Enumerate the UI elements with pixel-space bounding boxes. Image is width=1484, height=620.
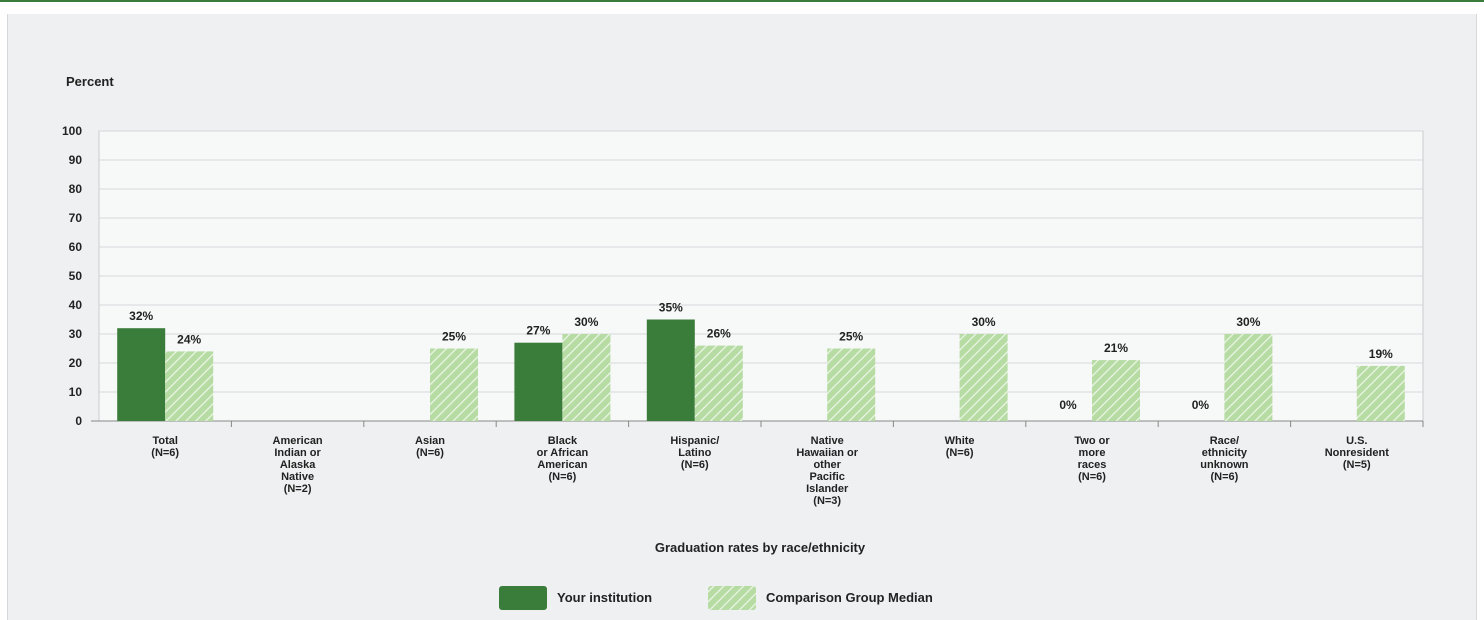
bar-chart: Percent 0 10 20 30 40 50 60 70 80 90 100 32% 24% 25%… [62, 74, 1424, 610]
bar-comparison-median [1356, 365, 1405, 421]
bar-your-institution [514, 342, 563, 421]
x-tick-label: American Indian or Alaska Native (N=2) [273, 435, 323, 495]
y-tick-label: 40 [69, 298, 83, 312]
y-tick-label: 80 [69, 182, 83, 196]
y-tick-label: 60 [69, 240, 83, 254]
gridlines [91, 130, 1424, 427]
legend-label-your-institution: Your institution [557, 590, 652, 605]
bar-your-institution [117, 328, 166, 421]
x-tick-label: Hispanic/Latino (N=6) [670, 435, 719, 471]
bar-comparison-median [694, 345, 743, 421]
category-labels: Total (N=6) American Indian or Alaska Native(… [151, 435, 1389, 507]
legend: Your institution Comparison Group Median [499, 586, 933, 610]
data-label: 25% [839, 330, 863, 344]
x-tick-label: Total (N=6) [151, 435, 179, 459]
x-tick-label: White (N=6) [945, 435, 975, 459]
data-label: 26% [707, 327, 731, 341]
data-label: 0% [1192, 398, 1210, 412]
legend-swatch-your-institution [499, 586, 547, 610]
data-label: 35% [659, 301, 683, 315]
data-label: 30% [1236, 315, 1260, 329]
data-label: 32% [129, 309, 153, 323]
y-tick-label: 50 [69, 269, 83, 283]
data-labels: 32% 24% 25% 27% 30% 35% 26% 25% 30% 0% 21% 0% 30% 19% [129, 301, 1393, 413]
y-tick-label: 0 [75, 414, 82, 428]
legend-swatch-comparison-median [708, 586, 756, 610]
bar-comparison-median [430, 348, 478, 421]
y-tick-label: 70 [69, 211, 83, 225]
data-label: 25% [442, 330, 466, 344]
bars [117, 319, 1405, 421]
bar-comparison-median [959, 334, 1008, 421]
x-tick-label: Two or more races (N=6) [1074, 435, 1110, 483]
y-tick-label: 100 [62, 124, 82, 138]
x-tick-label: Black or African American (N=6) [537, 435, 589, 483]
y-tick-label: 30 [69, 327, 83, 341]
bar-comparison-median [1224, 334, 1273, 421]
y-tick-label: 90 [69, 153, 83, 167]
x-tick-label: U.S. Nonresident (N=5) [1325, 435, 1390, 471]
x-axis-title: Graduation rates by race/ethnicity [655, 540, 866, 555]
bar-comparison-median [1092, 360, 1140, 421]
data-label: 0% [1059, 398, 1077, 412]
data-label: 30% [972, 315, 996, 329]
data-label: 27% [526, 324, 550, 338]
x-tick-label: Race/ethnicity unknown (N=6) [1200, 435, 1249, 483]
data-label: 24% [177, 332, 201, 346]
x-tick-label: Asian (N=6) [415, 435, 445, 459]
bar-comparison-median [827, 348, 876, 421]
y-axis-title: Percent [66, 74, 114, 89]
legend-label-comparison-median: Comparison Group Median [766, 590, 933, 605]
data-label: 30% [574, 315, 598, 329]
x-tick-label: Native Hawaiian or other Pacific Islander (N=… [796, 435, 858, 507]
bar-comparison-median [165, 351, 214, 421]
data-label: 19% [1369, 347, 1393, 361]
y-tick-labels: 0 10 20 30 40 50 60 70 80 90 100 [62, 124, 82, 428]
data-label: 21% [1104, 341, 1128, 355]
chart-panel: Percent 0 10 20 30 40 50 60 70 80 90 100 32% 24% 25%… [7, 14, 1477, 620]
y-tick-label: 10 [69, 385, 83, 399]
bar-your-institution [646, 319, 695, 421]
y-tick-label: 20 [69, 356, 83, 370]
bar-comparison-median [562, 334, 611, 421]
